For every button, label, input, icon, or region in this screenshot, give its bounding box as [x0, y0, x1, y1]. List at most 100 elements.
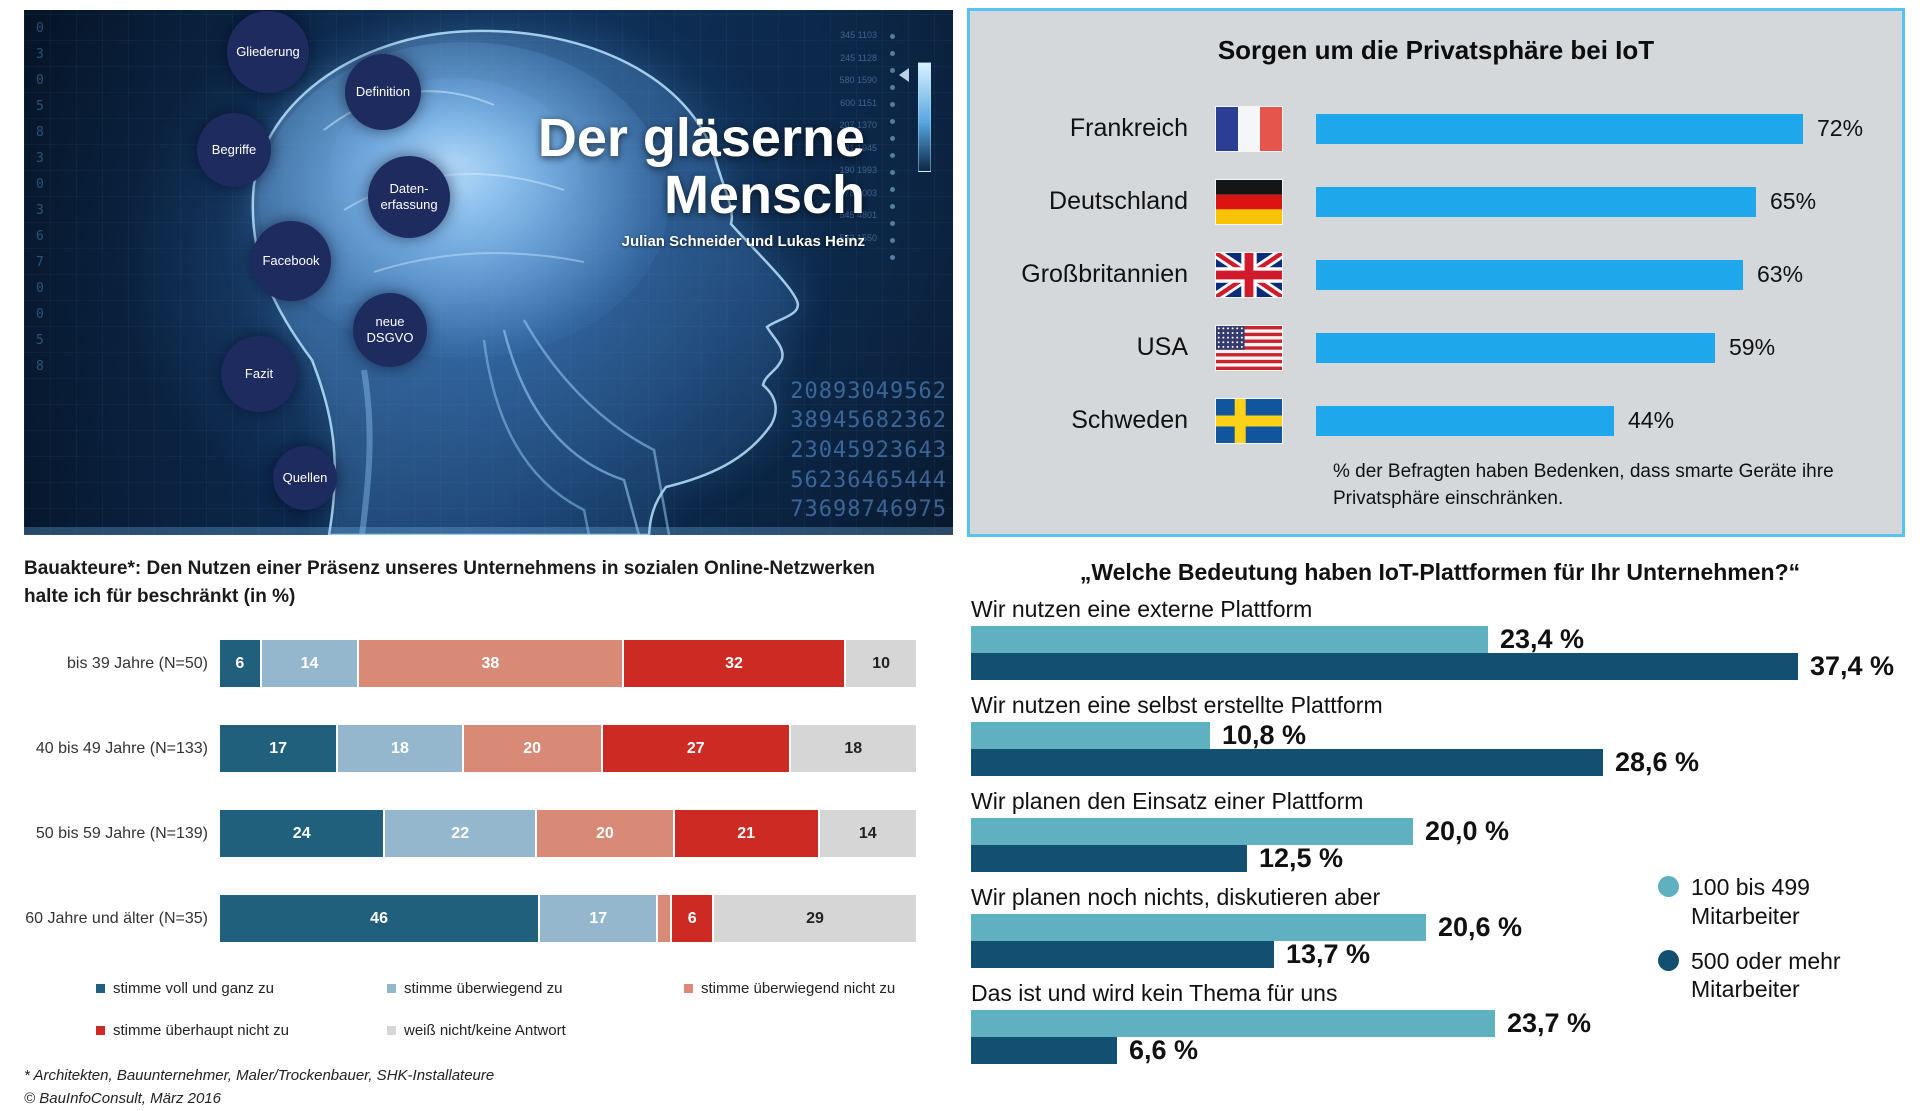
stacked-bar: 24 22 20 21 14: [220, 810, 917, 858]
legend-swatch: [387, 1026, 396, 1036]
legend-swatch: [96, 1026, 105, 1036]
legend-item: 500 oder mehr Mitarbeiter: [1658, 947, 1841, 1005]
country-label: Deutschland: [1049, 187, 1188, 215]
stacked-segment: 10: [846, 640, 916, 688]
topic-node-label: Gliederung: [236, 44, 300, 60]
platform-group: Wir nutzen eine externe Plattform 23,4 % 3…: [971, 596, 1920, 681]
platform-value-label: 6,6 %: [1129, 1035, 1199, 1065]
stacked-segment: 46: [220, 895, 541, 943]
topic-node: Facebook: [251, 221, 331, 301]
privacy-bar: [1316, 186, 1756, 217]
privacy-row: Schweden 44%: [970, 384, 1902, 457]
platform-bar: [971, 749, 1603, 776]
platform-group: Wir nutzen eine selbst erstellte Plattfo…: [971, 692, 1920, 777]
privacy-value-label: 59%: [1729, 334, 1776, 360]
stacked-chart-title: Bauakteure*: Den Nutzen einer Präsenz un…: [24, 555, 954, 610]
decorative-dot: [890, 136, 895, 141]
decorative-log-line: 600 1151: [840, 97, 877, 108]
title-slide: 0 3 0 5 8 3 0 3 6 7 0 0 5 8 345 1103 245 …: [24, 10, 953, 535]
legend-item: weiß nicht/keine Antwort: [387, 1022, 684, 1039]
platform-value-label: 23,4 %: [1500, 624, 1585, 654]
legend-item: stimme voll und ganz zu: [96, 980, 387, 997]
stacked-segment: 22: [385, 810, 537, 858]
platform-value-label: 10,8 %: [1222, 720, 1307, 750]
legend-item: stimme überwiegend zu: [387, 980, 684, 997]
iot-platform-chart: „Welche Bedeutung haben IoT-Plattformen …: [960, 545, 1920, 1080]
platform-bar: [971, 941, 1274, 968]
legend-label: stimme überwiegend nicht zu: [701, 980, 896, 998]
stacked-segment: [658, 895, 673, 943]
decorative-digits: 0 3 0 5 8 3 0 3 6 7 0 0 5 8: [36, 21, 44, 374]
legend-item: stimme überhaupt nicht zu: [96, 1022, 387, 1039]
bar-track: 72%: [1316, 113, 1902, 144]
bar-track: 44%: [1316, 405, 1902, 436]
platform-bar: [971, 845, 1247, 872]
legend-label: stimme überwiegend zu: [404, 980, 563, 998]
decorative-dot: [890, 221, 895, 226]
privacy-value-label: 63%: [1757, 261, 1804, 287]
legend-label: stimme überhaupt nicht zu: [113, 1022, 289, 1040]
platform-bar-line: 6,6 %: [971, 1035, 1920, 1065]
stacked-bar: 17 18 20 27 18: [220, 725, 916, 773]
stacked-segment: 6: [220, 640, 262, 688]
privacy-row: Deutschland 65%: [970, 165, 1902, 238]
stacked-segment: 20: [463, 725, 603, 773]
platform-bar-line: 28,6 %: [971, 747, 1920, 777]
decorative-number-block: 20893049562 38945682362 23045923643 5623646…: [790, 377, 947, 525]
uk-flag-icon: [1216, 252, 1282, 297]
platform-bar: [971, 653, 1798, 680]
platform-bar: [971, 1010, 1495, 1037]
platform-rows: Wir nutzen eine externe Plattform 23,4 % 3…: [971, 596, 1920, 1065]
decorative-log-line: 190 1993: [839, 165, 877, 175]
age-group-label: 50 bis 59 Jahre (N=139): [35, 824, 208, 842]
legend-row: stimme überhaupt nicht zu weiß nicht/kein…: [96, 1022, 954, 1039]
stacked-segment: 29: [714, 895, 916, 943]
platform-category-label: Wir planen den Einsatz einer Plattform: [971, 788, 1364, 814]
decorative-dot: [890, 85, 895, 90]
stacked-segment: 14: [819, 810, 917, 858]
bar-track: 63%: [1316, 259, 1902, 290]
legend-label-line: 500 oder mehr: [1691, 947, 1841, 974]
decorative-dot: [890, 153, 895, 158]
legend-label: stimme voll und ganz zu: [113, 980, 274, 998]
privacy-rows: Frankreich 72% Deutschland 65% Großbritannie…: [970, 92, 1902, 457]
country-label: Großbritannien: [1021, 260, 1188, 288]
decorative-dot: [890, 187, 895, 192]
platform-group: Das ist und wird kein Thema für uns 23,7 …: [971, 980, 1920, 1065]
country-label: USA: [1136, 333, 1188, 361]
platform-bar-line: 10,8 %: [971, 720, 1920, 750]
slide-title-block: Der gläserne Mensch Julian Schneider und…: [538, 109, 865, 250]
bar-track: 59%: [1316, 332, 1902, 363]
topic-node-label: Quellen: [282, 470, 328, 486]
france-flag-icon: [1216, 106, 1282, 151]
stacked-segment: 21: [674, 810, 820, 858]
decorative-number-row: 23045923643: [790, 437, 947, 463]
platform-bar-line: 13,7 %: [971, 939, 1920, 969]
privacy-bar: [1316, 332, 1715, 363]
privacy-value-label: 44%: [1628, 407, 1675, 433]
scroll-glow-bar: [918, 62, 931, 172]
decorative-dot: [890, 255, 895, 260]
platform-bar: [971, 626, 1488, 653]
legend-item: stimme überwiegend nicht zu: [684, 980, 895, 997]
stacked-segment: 18: [790, 725, 916, 773]
germany-flag-icon: [1216, 179, 1282, 224]
privacy-chart-title: Sorgen um die Privatsphäre bei IoT: [1217, 35, 1655, 65]
platform-value-label: 28,6 %: [1615, 747, 1700, 777]
country-label: Schweden: [1071, 406, 1188, 434]
decorative-log-line: 545 4801: [839, 210, 877, 220]
platform-category-label: Wir nutzen eine selbst erstellte Plattfo…: [971, 692, 1383, 718]
platform-value-label: 20,0 %: [1425, 816, 1510, 846]
decorative-log-line: 245 1128: [840, 52, 877, 63]
platform-value-label: 12,5 %: [1259, 843, 1344, 873]
topic-node-label: Fazit: [244, 366, 274, 382]
privacy-bar: [1316, 113, 1803, 144]
decorative-log-line: 381 1945: [839, 142, 877, 153]
social-network-chart: Bauakteure*: Den Nutzen einer Präsenz un…: [24, 551, 954, 1107]
legend-label-line: 100 bis 499: [1691, 874, 1810, 900]
platform-category-label: Wir planen noch nichts, diskutieren aber: [971, 884, 1381, 910]
privacy-note-line2: Privatsphäre einschränken.: [1333, 487, 1564, 509]
decorative-log-lines: 345 1103 245 1128 580 1590 600 1151 207 1370…: [747, 24, 877, 249]
decorative-dot-column: [890, 34, 895, 260]
legend-dot: [1658, 949, 1679, 971]
